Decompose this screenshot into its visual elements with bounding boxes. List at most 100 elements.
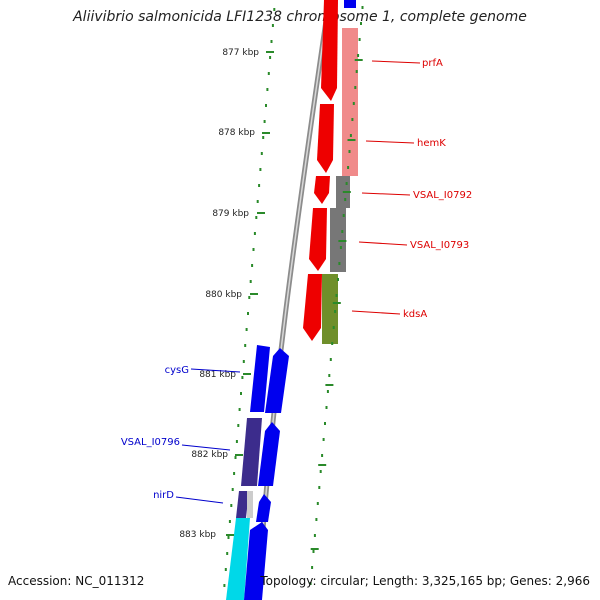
gene-label-nirD[interactable]: nirD: [153, 490, 174, 501]
scale-tick-label: 883 kbp: [179, 530, 216, 540]
scale-dot: [256, 200, 259, 203]
scale-dot: [244, 344, 247, 347]
gene-label-VSAL_I0792[interactable]: VSAL_I0792: [413, 190, 472, 201]
label-leader: [365, 140, 415, 144]
scale-dot: [237, 424, 240, 427]
scale-dot: [325, 406, 328, 409]
label-leader: [358, 241, 408, 246]
scale-dot: [240, 392, 242, 395]
scale-dot: [247, 312, 249, 315]
forward-gene-labels: prfA hemK VSAL_I0792 VSAL_I0793 kdsA: [351, 58, 472, 320]
map-title: Aliivibrio salmonicida LFI1238 chromosom…: [73, 9, 527, 25]
reverse-gene-arrow[interactable]: [236, 491, 249, 518]
scale-dot: [251, 264, 254, 267]
scale-dot: [260, 152, 263, 155]
scale-dot: [266, 88, 269, 91]
reverse-gene-labels: cysG VSAL_I0796 nirD: [121, 365, 241, 504]
scale-dot: [360, 22, 362, 25]
scale-dot: [354, 86, 357, 89]
scale-tick-label: 877 kbp: [222, 48, 259, 58]
reverse-gene-gray: [247, 491, 253, 518]
scale-dot: [223, 584, 226, 587]
scale-dot: [311, 566, 314, 569]
scale-dot: [270, 40, 273, 43]
scale-dot: [231, 488, 234, 491]
accession-text: Accession: NC_011312: [8, 574, 145, 588]
scale-dot: [332, 326, 335, 329]
scale-dot: [249, 280, 252, 283]
scale-dot: [357, 54, 360, 57]
scale-dot: [309, 582, 312, 585]
scale-dot: [334, 310, 337, 313]
forward-gene-arrow[interactable]: [317, 104, 334, 173]
gene-label-hemK[interactable]: hemK: [417, 138, 446, 149]
scale-dot: [347, 166, 350, 169]
scale-dot: [263, 120, 266, 123]
scale-ticks: 877 kbp 878 kbp 879 kbp 880 kbp 881 kbp …: [179, 48, 274, 540]
scale-dot: [322, 438, 325, 441]
forward-gene-arrow[interactable]: [309, 208, 327, 271]
reverse-gene-arrow[interactable]: [265, 348, 289, 413]
gene-label-cysG[interactable]: cysG: [165, 365, 189, 376]
scale-dot: [265, 104, 267, 107]
scale-dash: [318, 464, 327, 466]
reverse-gene-cyan[interactable]: [226, 518, 250, 600]
forward-gene-arrow[interactable]: [303, 274, 322, 341]
gene-label-VSAL_I0796[interactable]: VSAL_I0796: [121, 437, 180, 448]
scale-dot: [226, 552, 229, 555]
scale-dot: [352, 102, 355, 105]
scale-dot: [331, 342, 334, 345]
scale-dot: [339, 246, 342, 249]
reverse-gene-arrow[interactable]: [244, 522, 268, 600]
scale-dot: [348, 150, 351, 153]
forward-gene-arrow[interactable]: [321, 0, 338, 101]
scale-dot: [324, 422, 326, 425]
scale-dot: [341, 230, 344, 233]
scale-dot: [319, 470, 322, 473]
scale-dot: [345, 182, 348, 185]
reverse-strand-lane: [226, 345, 289, 600]
scale-dot: [326, 390, 329, 393]
scale-dot: [321, 454, 324, 457]
scale-dot: [358, 38, 361, 41]
reverse-gene-arrow[interactable]: [241, 418, 262, 486]
scale-dot: [355, 70, 358, 73]
scale-dot: [344, 198, 347, 201]
scale-tick-label: 881 kbp: [199, 370, 236, 380]
scale-tick-label: 879 kbp: [212, 209, 249, 219]
scale-dot: [252, 248, 255, 251]
scale-dash: [347, 139, 356, 141]
scale-dash: [325, 384, 334, 386]
genome-summary-text: Topology: circular; Length: 3,325,165 bp…: [260, 574, 590, 588]
scale-dash: [354, 59, 363, 61]
scale-dot: [329, 358, 332, 361]
scale-dot: [242, 360, 245, 363]
gene-label-prfA[interactable]: prfA: [422, 58, 443, 69]
scale-dot: [273, 8, 276, 11]
gene-label-VSAL_I0793[interactable]: VSAL_I0793: [410, 240, 469, 251]
scale-dot: [238, 408, 241, 411]
gene-label-kdsA[interactable]: kdsA: [403, 309, 427, 320]
scale-dot: [349, 134, 352, 137]
forward-track-prfA-shade: [342, 28, 358, 176]
reverse-gene-arrow[interactable]: [258, 422, 280, 486]
scale-dot: [248, 296, 251, 299]
scale-dot: [258, 184, 261, 187]
scale-dots: [223, 6, 364, 587]
scale-dot: [230, 504, 233, 507]
scale-dot: [312, 550, 315, 553]
scale-dot: [351, 118, 354, 121]
reverse-gene-arrow[interactable]: [256, 494, 271, 522]
forward-gene-arrow[interactable]: [314, 176, 330, 204]
scale-dot: [227, 536, 230, 539]
scale-dot: [224, 568, 227, 571]
forward-track-olive: [322, 274, 338, 344]
scale-dot: [235, 440, 238, 443]
reverse-gene-arrow[interactable]: [250, 345, 270, 412]
scale-dot: [361, 6, 364, 9]
scale-dot: [233, 472, 236, 475]
scale-dot: [269, 56, 272, 59]
scale-dot: [316, 502, 319, 505]
label-leader: [361, 192, 411, 196]
